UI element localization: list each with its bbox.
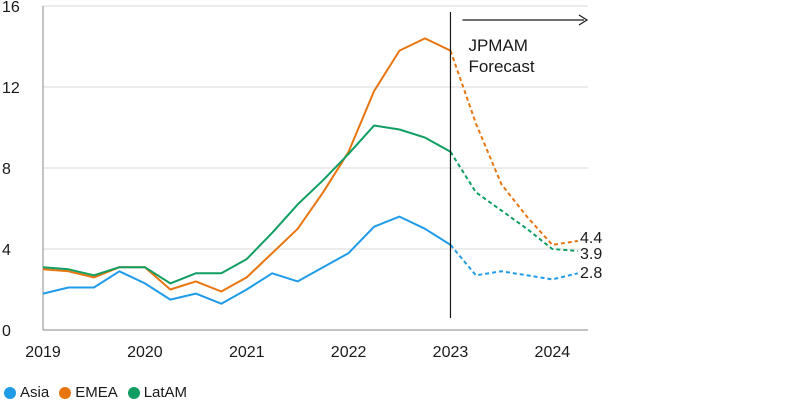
y-tick-label: 4 — [2, 242, 11, 259]
series-lines — [42, 37, 579, 305]
legend-label: EMEA — [75, 384, 118, 401]
forecast-arrow-head — [578, 14, 589, 26]
x-tick-label: 2023 — [433, 344, 469, 361]
legend-item-asia: Asia — [4, 384, 49, 401]
series-line-asia — [42, 215, 452, 305]
forecast-label: JPMAM Forecast — [468, 36, 534, 76]
y-tick-label: 16 — [2, 0, 20, 16]
forecast-label-line: JPMAM — [468, 36, 528, 55]
series-line-latam — [42, 124, 451, 285]
tick-labels: 0 4 8 12 16 2019 2020 2021 2022 2023 2024 2.8 4.43.9 — [2, 0, 602, 361]
y-tick-label: 0 — [2, 323, 11, 340]
end-label-emea: 4.4 — [580, 230, 602, 247]
y-tick-label: 8 — [2, 161, 11, 178]
x-tick-label: 2024 — [535, 344, 571, 361]
gridlines — [43, 5, 588, 250]
legend-swatch — [59, 386, 72, 399]
series-forecast-asia — [449, 244, 579, 281]
end-label-latam: 3.9 — [580, 246, 602, 263]
legend-swatch — [127, 386, 140, 399]
legend-item-emea: EMEA — [59, 384, 118, 401]
legend-label: LatAM — [143, 384, 188, 401]
y-tick-label: 12 — [2, 80, 20, 97]
legend-swatch — [4, 386, 16, 399]
x-tick-label: 2022 — [331, 344, 367, 361]
legend: Asia EMEA LatAM — [4, 384, 187, 401]
x-tick-label: 2020 — [127, 344, 163, 361]
axes — [42, 6, 588, 331]
legend-label: Asia — [20, 384, 50, 401]
x-tick-label: 2021 — [229, 344, 265, 361]
end-label-asia: 2.8 — [580, 265, 602, 282]
x-tick-label: 2019 — [25, 344, 61, 361]
series-line-emea — [42, 37, 451, 293]
forecast-label-line: Forecast — [468, 57, 534, 76]
series-forecast-emea — [449, 50, 578, 246]
series-forecast-latam — [449, 151, 578, 252]
forecast-annotation: JPMAM Forecast — [449, 12, 589, 318]
legend-item-latam: LatAM — [127, 384, 188, 401]
